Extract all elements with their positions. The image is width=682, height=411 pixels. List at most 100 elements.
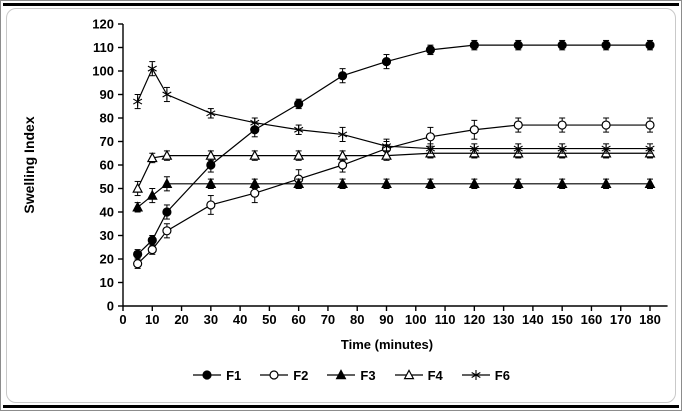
y-tick-label: 120 xyxy=(92,17,114,32)
marker-filled-circle xyxy=(381,56,392,67)
y-tick-label: 90 xyxy=(100,87,114,102)
x-tick-label: 180 xyxy=(639,312,661,327)
x-tick-label: 150 xyxy=(551,312,573,327)
legend-marker-filled-circle xyxy=(193,370,222,380)
marker-asterisk xyxy=(557,143,567,154)
x-tick-label: 50 xyxy=(262,312,276,327)
legend-marker-asterisk xyxy=(461,370,490,380)
marker-open-circle xyxy=(147,245,157,255)
marker-open-circle xyxy=(469,125,479,135)
y-tick-label: 80 xyxy=(100,111,114,126)
legend-marker-open-circle xyxy=(260,370,289,380)
legend-item-F1: F1 xyxy=(192,368,241,383)
marker-open-circle xyxy=(337,160,348,170)
series-line-F2 xyxy=(137,124,651,265)
marker-open-triangle xyxy=(161,149,173,160)
x-tick-label: 160 xyxy=(581,312,603,327)
marker-open-circle xyxy=(269,370,279,380)
marker-asterisk xyxy=(162,89,172,100)
marker-filled-circle xyxy=(147,235,157,245)
marker-filled-triangle xyxy=(249,177,261,188)
plot-area: 0 10 20 30 40 50 60 70 80 90 100 110 120 0 10 20 30 40 50 6… xyxy=(92,17,668,327)
marker-filled-triangle xyxy=(425,177,436,188)
legend-label-F1: F1 xyxy=(226,367,242,383)
x-tick-label: 40 xyxy=(233,312,247,327)
marker-open-triangle xyxy=(403,369,414,380)
legend-item-F4: F4 xyxy=(394,368,443,383)
x-tick-label: 110 xyxy=(435,312,456,327)
marker-filled-triangle xyxy=(337,177,348,188)
marker-filled-circle xyxy=(162,207,172,217)
marker-asterisk xyxy=(133,96,143,107)
marker-filled-circle xyxy=(513,40,523,50)
marker-open-circle xyxy=(250,188,260,198)
marker-filled-circle xyxy=(294,99,304,109)
marker-open-circle xyxy=(133,259,143,269)
series-F3 xyxy=(132,176,656,213)
marker-open-circle xyxy=(557,120,567,130)
marker-filled-circle xyxy=(645,40,655,50)
x-tick-label: 60 xyxy=(291,312,305,327)
marker-open-triangle xyxy=(146,152,158,163)
x-tick-label: 140 xyxy=(522,312,544,327)
marker-open-triangle xyxy=(381,149,392,160)
marker-open-circle xyxy=(513,120,523,130)
legend-item-F3: F3 xyxy=(326,368,376,383)
marker-asterisk xyxy=(381,141,392,152)
y-tick-label: 20 xyxy=(100,252,114,267)
marker-filled-circle xyxy=(337,71,348,81)
legend-marker-filled-triangle xyxy=(327,369,356,380)
marker-filled-circle xyxy=(133,249,143,259)
x-tick-label: 130 xyxy=(493,312,515,327)
series-line-F4 xyxy=(137,152,651,189)
bottom-border-rule xyxy=(3,405,679,408)
y-tick-label: 100 xyxy=(92,64,114,79)
marker-open-triangle xyxy=(337,149,348,160)
marker-filled-circle xyxy=(425,45,436,55)
marker-open-circle xyxy=(601,120,611,130)
marker-filled-circle xyxy=(601,40,611,50)
series-line-F1 xyxy=(137,44,651,255)
marker-open-circle xyxy=(645,120,655,130)
y-tick-label: 10 xyxy=(100,275,114,290)
marker-open-circle xyxy=(425,132,436,142)
x-tick-label: 0 xyxy=(119,312,126,327)
y-tick-label: 30 xyxy=(100,228,114,243)
y-tick-label: 60 xyxy=(100,158,114,173)
marker-filled-triangle xyxy=(556,177,568,188)
x-tick-label: 80 xyxy=(350,312,364,327)
y-tick-label: 0 xyxy=(107,299,114,314)
x-tick-label: 20 xyxy=(174,312,188,327)
x-tick-label: 70 xyxy=(321,312,335,327)
marker-filled-triangle xyxy=(161,177,173,188)
legend-item-F6: F6 xyxy=(461,368,510,383)
marker-filled-triangle xyxy=(293,177,305,188)
marker-asterisk xyxy=(513,143,523,154)
marker-filled-triangle xyxy=(146,189,158,200)
marker-asterisk xyxy=(294,124,304,135)
marker-filled-triangle xyxy=(600,177,612,188)
marker-filled-circle xyxy=(557,40,567,50)
marker-asterisk xyxy=(471,370,481,380)
x-tick-label: 100 xyxy=(405,312,427,327)
marker-open-triangle xyxy=(205,149,217,160)
marker-filled-circle xyxy=(202,370,212,380)
x-tick-label: 90 xyxy=(379,312,393,327)
y-tick-label: 40 xyxy=(100,205,114,220)
marker-asterisk xyxy=(206,108,216,119)
marker-filled-triangle xyxy=(381,177,392,188)
marker-filled-triangle xyxy=(205,177,217,188)
marker-filled-triangle xyxy=(336,369,347,380)
marker-asterisk xyxy=(337,129,348,140)
legend-marker-open-triangle xyxy=(394,369,423,380)
top-border-rule xyxy=(3,3,679,6)
marker-filled-circle xyxy=(206,160,216,170)
legend-label-F6: F6 xyxy=(494,367,510,383)
marker-open-circle xyxy=(206,200,216,210)
x-tick-label: 170 xyxy=(610,312,632,327)
marker-asterisk xyxy=(601,143,611,154)
chart-frame xyxy=(6,8,676,403)
marker-filled-triangle xyxy=(468,177,480,188)
series-F1 xyxy=(133,39,655,260)
axes xyxy=(118,23,668,311)
